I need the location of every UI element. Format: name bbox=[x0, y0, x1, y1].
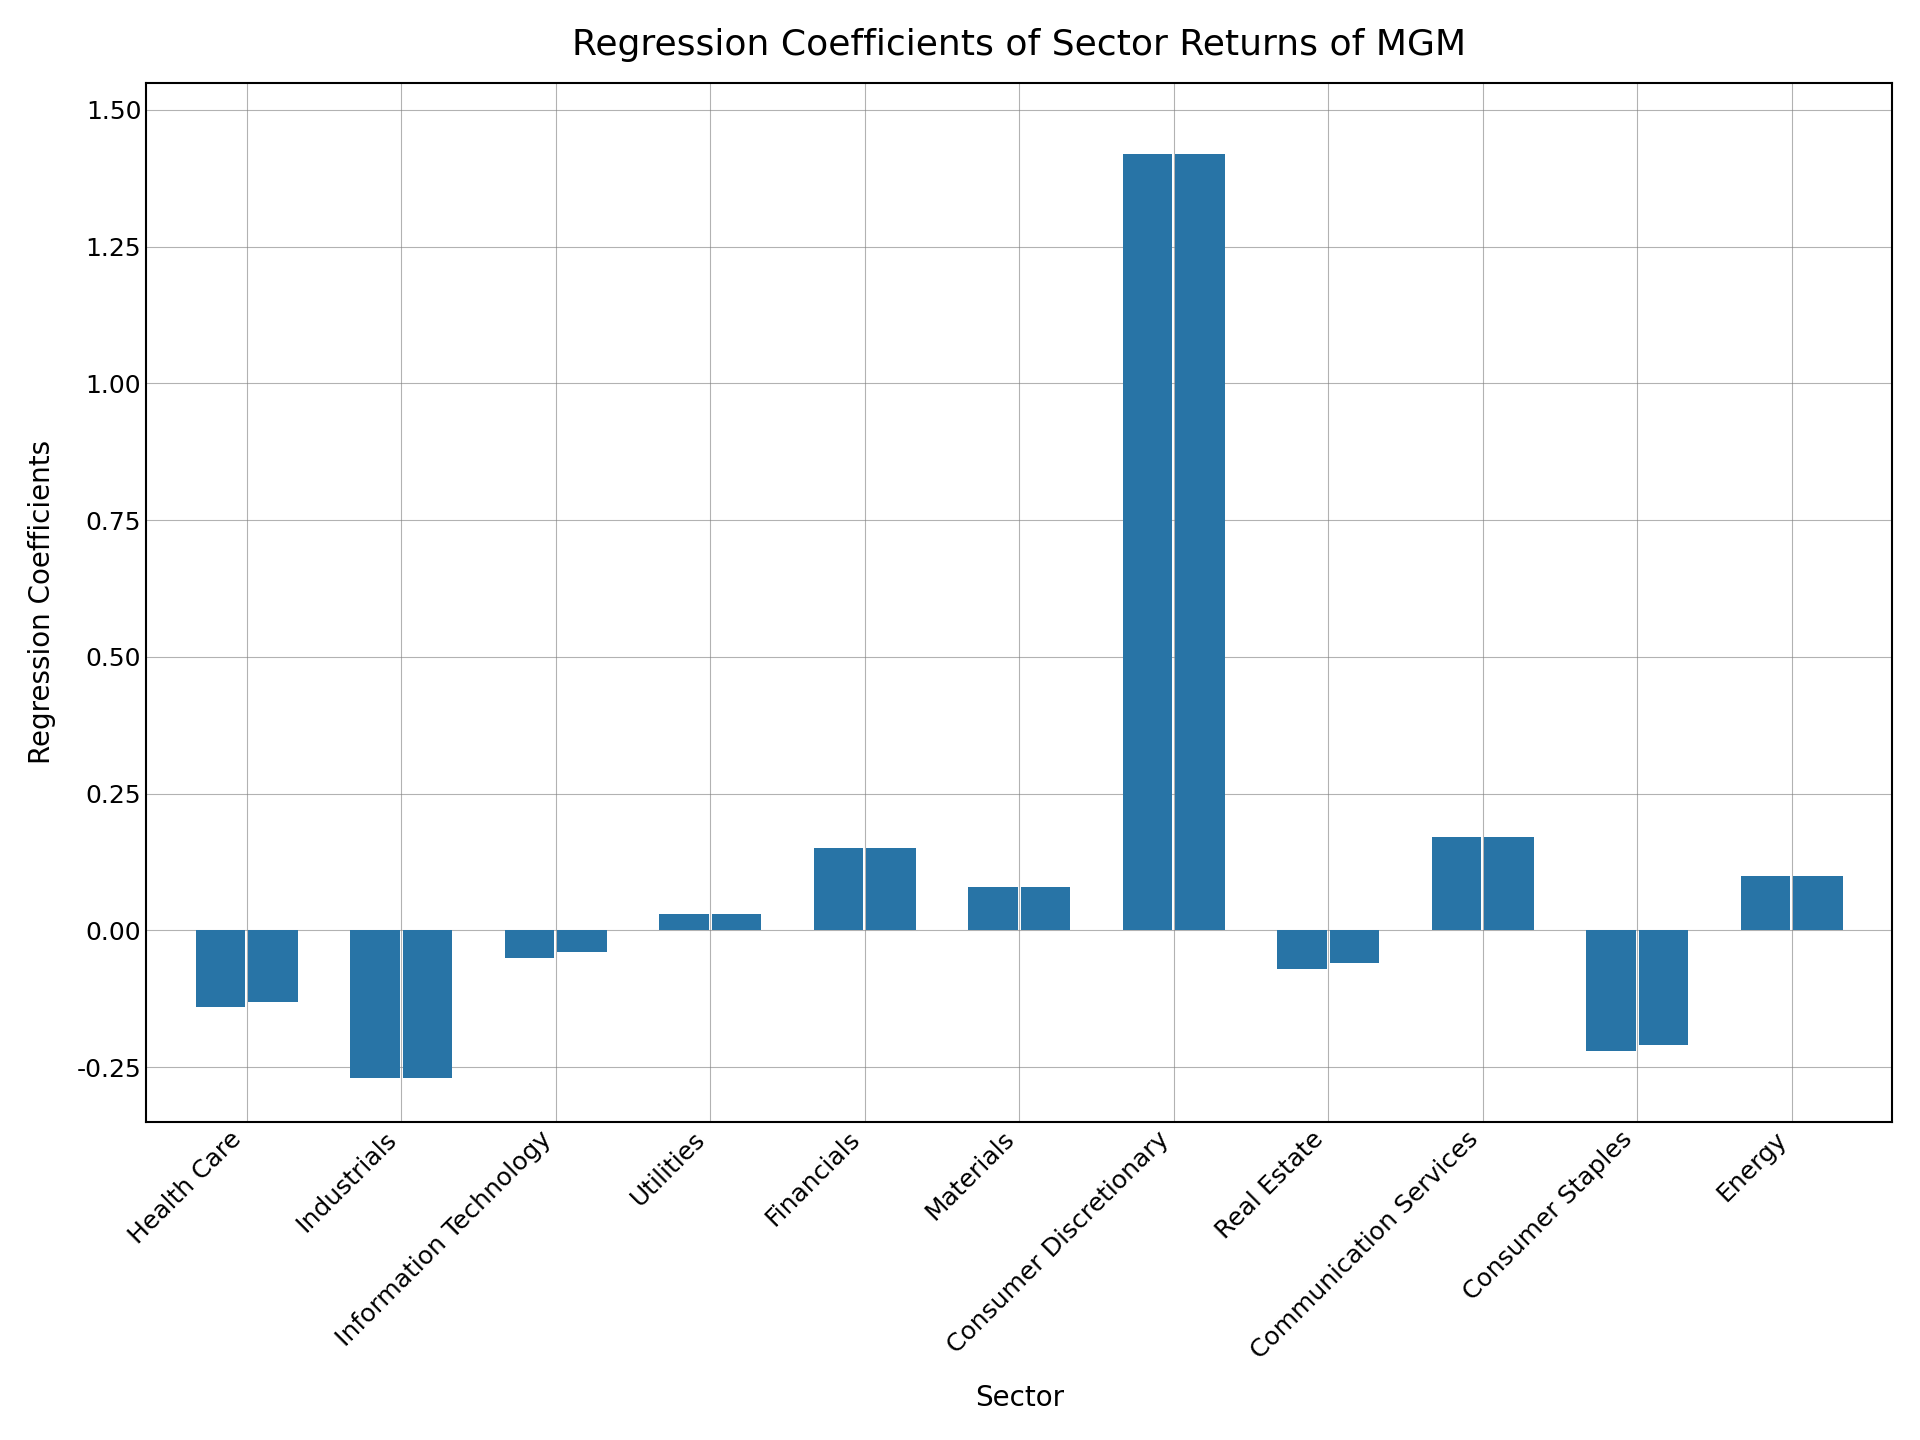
Bar bbox=[1021, 887, 1069, 930]
Bar bbox=[866, 848, 916, 930]
Bar bbox=[1331, 930, 1379, 963]
Bar bbox=[403, 930, 451, 1079]
Bar bbox=[814, 848, 864, 930]
Bar bbox=[1432, 838, 1480, 930]
Bar bbox=[659, 914, 708, 930]
Bar bbox=[1277, 930, 1327, 969]
Bar bbox=[557, 930, 607, 952]
Bar bbox=[248, 930, 298, 1002]
Bar bbox=[1484, 838, 1534, 930]
Bar bbox=[1123, 154, 1173, 930]
Bar bbox=[349, 930, 399, 1079]
Bar bbox=[1741, 876, 1789, 930]
Bar bbox=[1586, 930, 1636, 1051]
Y-axis label: Regression Coefficients: Regression Coefficients bbox=[27, 441, 56, 765]
Bar bbox=[968, 887, 1018, 930]
Title: Regression Coefficients of Sector Returns of MGM: Regression Coefficients of Sector Return… bbox=[572, 27, 1467, 62]
Bar bbox=[505, 930, 555, 958]
Bar bbox=[712, 914, 760, 930]
Bar bbox=[1640, 930, 1688, 1045]
X-axis label: Sector: Sector bbox=[975, 1384, 1064, 1413]
Bar bbox=[1793, 876, 1843, 930]
Bar bbox=[196, 930, 246, 1007]
Bar bbox=[1175, 154, 1225, 930]
